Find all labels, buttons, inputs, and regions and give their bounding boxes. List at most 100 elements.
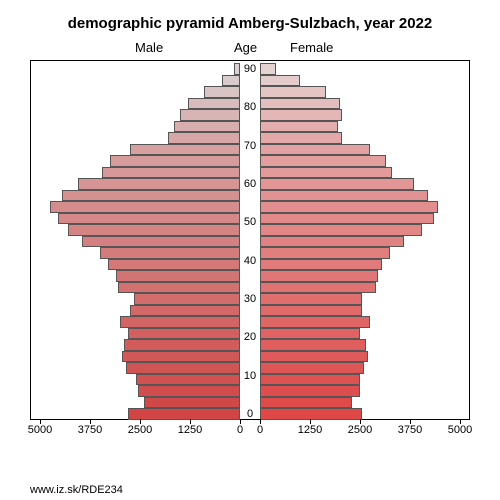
pyramid-row (31, 270, 469, 282)
x-tick-label: 3750 (398, 424, 422, 436)
male-bar (102, 167, 240, 179)
female-bar (260, 98, 340, 110)
source-url: www.iz.sk/RDE234 (30, 484, 123, 496)
pyramid-row (31, 385, 469, 397)
female-bar (260, 408, 362, 420)
male-bar (110, 155, 240, 167)
male-bar (222, 75, 240, 87)
male-bar (78, 178, 240, 190)
male-bar (122, 351, 240, 363)
male-bar (58, 213, 240, 225)
male-bar (82, 236, 240, 248)
pyramid-row (31, 316, 469, 328)
female-bar (260, 385, 360, 397)
male-bar (118, 282, 240, 294)
x-tick-label: 0 (257, 424, 263, 436)
male-bar (50, 201, 240, 213)
male-bar (116, 270, 240, 282)
pyramid-row (31, 236, 469, 248)
male-bar (128, 328, 240, 340)
male-bar (130, 144, 240, 156)
female-bar (260, 201, 438, 213)
female-bar (260, 190, 428, 202)
female-bar (260, 282, 376, 294)
female-bar (260, 86, 326, 98)
age-tick-label: 50 (240, 216, 260, 228)
male-bar (168, 132, 240, 144)
pyramid-row (31, 397, 469, 409)
male-bar (100, 247, 240, 259)
female-bar (260, 270, 378, 282)
female-label: Female (290, 40, 333, 55)
female-bar (260, 132, 342, 144)
male-label: Male (135, 40, 163, 55)
male-bar (108, 259, 240, 271)
female-bar (260, 178, 414, 190)
x-tick-label: 1250 (298, 424, 322, 436)
x-tick-label: 5000 (448, 424, 472, 436)
male-bar (126, 362, 240, 374)
pyramid-row (31, 75, 469, 87)
female-bar (260, 155, 386, 167)
pyramid-row (31, 86, 469, 98)
female-bar (260, 316, 370, 328)
female-bar (260, 109, 342, 121)
male-bar (204, 86, 240, 98)
male-bar (128, 408, 240, 420)
male-bar (188, 98, 240, 110)
male-bar (174, 121, 240, 133)
male-bar (124, 339, 240, 351)
male-bar (130, 305, 240, 317)
age-tick-label: 30 (240, 293, 260, 305)
female-bar (260, 63, 276, 75)
x-tick-label: 0 (237, 424, 243, 436)
x-tick-label: 1250 (178, 424, 202, 436)
male-bar (62, 190, 240, 202)
female-bar (260, 397, 352, 409)
x-tick-label: 2500 (128, 424, 152, 436)
pyramid-row (31, 121, 469, 133)
male-bar (120, 316, 240, 328)
pyramid-row (31, 282, 469, 294)
male-bar (68, 224, 240, 236)
pyramid-row (31, 155, 469, 167)
age-tick-label: 10 (240, 370, 260, 382)
age-tick-label: 60 (240, 178, 260, 190)
female-bar (260, 339, 366, 351)
female-bar (260, 167, 392, 179)
female-bar (260, 293, 362, 305)
female-bar (260, 224, 422, 236)
female-bar (260, 121, 338, 133)
age-tick-label: 80 (240, 101, 260, 113)
age-label: Age (234, 40, 257, 55)
chart-title: demographic pyramid Amberg-Sulzbach, yea… (0, 15, 500, 32)
female-bar (260, 75, 300, 87)
age-tick-label: 0 (240, 408, 260, 420)
x-axis: 5000375025001250001250250037505000 (30, 420, 470, 440)
female-bar (260, 259, 382, 271)
female-bar (260, 305, 362, 317)
pyramid-row (31, 201, 469, 213)
x-tick-label: 2500 (348, 424, 372, 436)
pyramid-plot: 0 10 20 30 40 50 60 70 80 90 (30, 60, 470, 420)
female-bar (260, 374, 360, 386)
chart-area: 0 10 20 30 40 50 60 70 80 90 5000 3750 2500 1250 0 0 12… (30, 60, 470, 440)
male-bar (138, 385, 240, 397)
female-bar (260, 328, 360, 340)
x-tick-label: 5000 (28, 424, 52, 436)
pyramid-row (31, 305, 469, 317)
male-bar (144, 397, 240, 409)
age-tick-label: 90 (240, 63, 260, 75)
male-bar (180, 109, 240, 121)
male-bar (136, 374, 240, 386)
male-bar (134, 293, 240, 305)
female-bar (260, 351, 368, 363)
age-tick-label: 40 (240, 255, 260, 267)
female-bar (260, 247, 390, 259)
female-bar (260, 236, 404, 248)
pyramid-row (31, 190, 469, 202)
female-bar (260, 213, 434, 225)
age-tick-label: 70 (240, 140, 260, 152)
female-bar (260, 144, 370, 156)
age-tick-label: 20 (240, 331, 260, 343)
